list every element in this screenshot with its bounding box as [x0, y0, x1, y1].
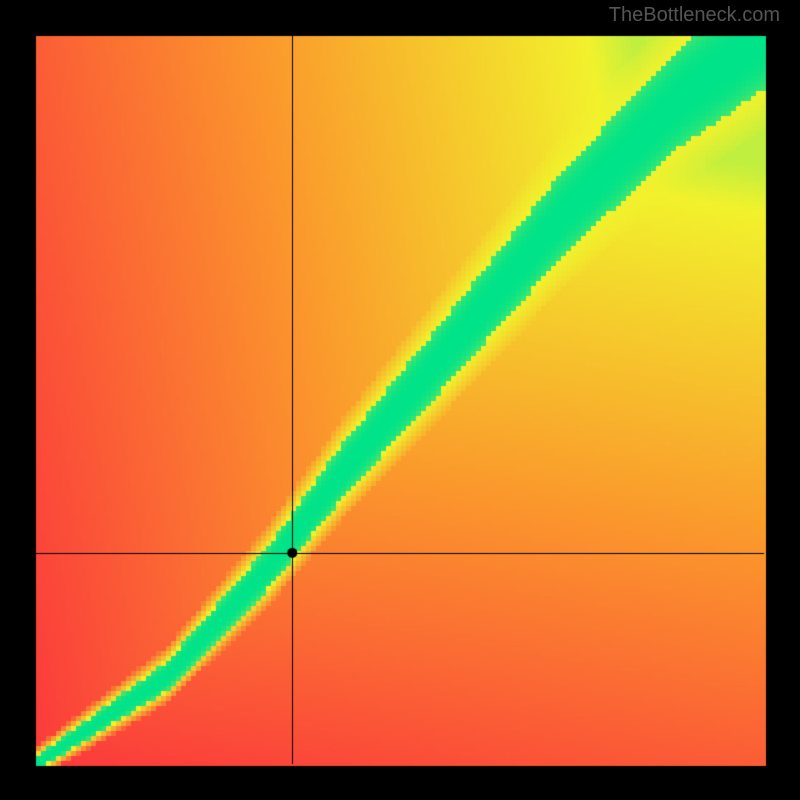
- chart-container: TheBottleneck.com: [0, 0, 800, 800]
- attribution-label: TheBottleneck.com: [609, 4, 780, 27]
- bottleneck-heatmap: [0, 0, 800, 800]
